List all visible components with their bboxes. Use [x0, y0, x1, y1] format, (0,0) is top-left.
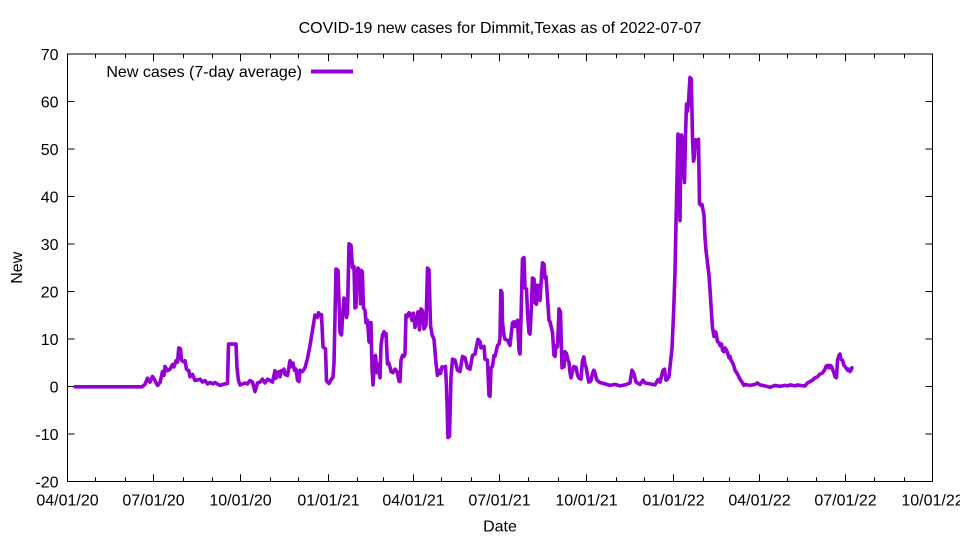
svg-text:40: 40: [41, 189, 59, 206]
svg-text:04/01/20: 04/01/20: [36, 493, 98, 510]
svg-text:04/01/22: 04/01/22: [728, 493, 790, 510]
svg-text:04/01/21: 04/01/21: [382, 493, 444, 510]
svg-text:-20: -20: [35, 474, 58, 491]
svg-text:20: 20: [41, 284, 59, 301]
svg-text:70: 70: [41, 47, 59, 64]
svg-text:COVID-19 new cases for Dimmit,: COVID-19 new cases for Dimmit,Texas as o…: [299, 20, 702, 37]
svg-text:60: 60: [41, 94, 59, 111]
svg-text:10/01/22: 10/01/22: [901, 493, 960, 510]
svg-text:10/01/21: 10/01/21: [555, 493, 617, 510]
svg-text:30: 30: [41, 237, 59, 254]
svg-text:07/01/22: 07/01/22: [814, 493, 876, 510]
svg-text:10/01/20: 10/01/20: [209, 493, 271, 510]
svg-text:07/01/21: 07/01/21: [468, 493, 530, 510]
svg-text:0: 0: [50, 379, 59, 396]
svg-text:New: New: [9, 251, 26, 283]
svg-text:-10: -10: [35, 427, 58, 444]
svg-text:10: 10: [41, 332, 59, 349]
svg-text:Date: Date: [483, 519, 517, 536]
svg-text:01/01/22: 01/01/22: [642, 493, 704, 510]
svg-text:01/01/21: 01/01/21: [297, 493, 359, 510]
svg-text:New cases (7-day average): New cases (7-day average): [106, 64, 302, 81]
svg-text:07/01/20: 07/01/20: [122, 493, 184, 510]
svg-text:50: 50: [41, 142, 59, 159]
